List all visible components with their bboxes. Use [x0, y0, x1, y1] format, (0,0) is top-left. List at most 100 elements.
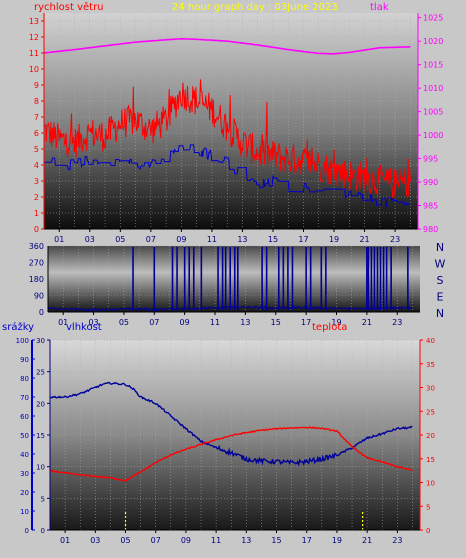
pressure-y-tick-label: 1000 — [423, 131, 443, 140]
temperature-y-tick-label: 40 — [426, 337, 435, 345]
pressure-y-tick-label: 985 — [423, 202, 438, 211]
temperature-y-tick-label: 10 — [426, 480, 435, 488]
wind-gust-line — [43, 79, 411, 199]
wind-x-tick-label: 03 — [85, 235, 95, 244]
wind-y-tick-label: 11 — [29, 49, 39, 58]
pressure-y-tick-label: 990 — [423, 178, 438, 187]
wind-pressure-panel: 01 03 05 07 09 11 13 15 17 19 21 230123456789101112… — [29, 13, 443, 244]
humidity-y-tick-label: 0 — [41, 527, 45, 535]
rain-y-tick-label: 40 — [20, 451, 29, 459]
humidity-x-tick-label: 09 — [181, 536, 191, 545]
wind-avg-line — [44, 144, 411, 208]
pressure-y-tick-label: 980 — [423, 225, 438, 234]
rain-y-tick-label: 100 — [16, 337, 29, 345]
direction-y-tick-label: 0 — [39, 308, 44, 317]
pressure-y-tick-label: 995 — [423, 155, 438, 164]
wind-x-tick-label: 05 — [115, 235, 125, 244]
wind-y-tick-label: 10 — [29, 65, 39, 74]
direction-x-tick-label: 03 — [88, 318, 98, 327]
rain-y-tick-label: 70 — [20, 394, 29, 402]
direction-x-tick-label: 13 — [240, 318, 250, 327]
humidity-y-tick-label: 20 — [36, 400, 45, 408]
temperature-y-tick-label: 25 — [426, 408, 435, 416]
direction-y-tick-label: 90 — [34, 292, 44, 301]
wind-y-tick-label: 1 — [34, 209, 39, 218]
humidity-axis-title: vlhkost — [66, 322, 102, 333]
humidity-x-tick-label: 23 — [392, 536, 402, 545]
rain-y-tick-label: 10 — [20, 508, 29, 516]
temperature-y-tick-label: 20 — [426, 432, 435, 440]
rain-y-tick-label: 20 — [20, 489, 29, 497]
humidity-series — [49, 381, 413, 530]
wind-x-tick-label: 21 — [359, 235, 369, 244]
humidity-x-tick-label: 01 — [60, 536, 70, 545]
rain-y-tick-label: 80 — [20, 375, 29, 383]
temperature-axis-title: teplota — [312, 322, 347, 333]
humidity-x-tick-label: 13 — [241, 536, 251, 545]
pressure-y-tick-label: 1025 — [423, 14, 443, 23]
direction-x-tick-label: 09 — [180, 318, 190, 327]
wind-x-tick-label: 23 — [390, 235, 400, 244]
wind-y-tick-label: 0 — [34, 225, 39, 234]
pressure-y-tick-label: 1010 — [423, 84, 443, 93]
wind-x-tick-label: 01 — [54, 235, 64, 244]
right-axis-title: tlak — [370, 2, 389, 13]
direction-x-tick-label: 21 — [362, 318, 372, 327]
humidity-y-tick-label: 15 — [36, 432, 45, 440]
direction-y-tick-label: 270 — [29, 259, 44, 268]
temperature-y-tick-label: 5 — [426, 503, 430, 511]
pressure-y-tick-label: 1015 — [423, 61, 443, 70]
humidity-x-tick-label: 17 — [302, 536, 312, 545]
humidity-temperature-panel: 01 03 05 07 09 11 13 15 17 19 21 230102030405060708… — [16, 337, 435, 545]
humidity-x-tick-label: 05 — [120, 536, 130, 545]
direction-x-tick-label: 19 — [331, 318, 341, 327]
humidity-x-tick-label: 21 — [362, 536, 372, 545]
wind-y-tick-label: 4 — [34, 161, 39, 170]
direction-x-tick-label: 17 — [301, 318, 311, 327]
humidity-x-tick-label: 15 — [271, 536, 281, 545]
wind-y-tick-label: 3 — [34, 177, 39, 186]
temperature-y-tick-label: 35 — [426, 361, 435, 369]
humidity-y-tick-label: 30 — [36, 337, 45, 345]
direction-y-tick-label: 180 — [29, 275, 44, 284]
humidity-axes: 01 03 05 07 09 11 13 15 17 19 21 230102030405060708… — [16, 337, 435, 545]
wind-x-tick-label: 07 — [146, 235, 156, 244]
rain-y-tick-label: 50 — [20, 432, 29, 440]
wind-axes: 01 03 05 07 09 11 13 15 17 19 21 230123456789101112… — [29, 13, 443, 244]
rain-y-tick-label: 60 — [20, 413, 29, 421]
wind-x-tick-label: 13 — [237, 235, 247, 244]
wind-y-tick-label: 6 — [34, 129, 39, 138]
rain-y-tick-label: 90 — [20, 356, 29, 364]
direction-axes: 01 03 05 07 09 11 13 15 17 19 21 23 0 N 90 W 180 S 270 E 360… — [29, 241, 446, 327]
direction-compass-label: W — [435, 258, 446, 271]
direction-x-tick-label: 11 — [210, 318, 220, 327]
direction-x-tick-label: 01 — [58, 318, 68, 327]
direction-compass-label: E — [437, 291, 444, 304]
direction-x-tick-label: 07 — [149, 318, 159, 327]
humidity-x-tick-label: 11 — [211, 536, 221, 545]
wind-y-tick-label: 8 — [34, 97, 39, 106]
wind-x-tick-label: 09 — [176, 235, 186, 244]
rain-y-tick-label: 0 — [25, 527, 29, 535]
wind-x-tick-label: 11 — [207, 235, 217, 244]
direction-panel: 01 03 05 07 09 11 13 15 17 19 21 23 0 N 90 W 180 S 270 E 360… — [29, 241, 446, 327]
temperature-y-tick-label: 15 — [426, 456, 435, 464]
wind-y-tick-label: 12 — [29, 33, 39, 42]
humidity-x-tick-label: 03 — [90, 536, 100, 545]
temperature-y-tick-label: 0 — [426, 527, 430, 535]
direction-x-tick-label: 23 — [392, 318, 402, 327]
direction-x-tick-label: 05 — [119, 318, 129, 327]
direction-compass-label: S — [437, 274, 444, 287]
wind-x-tick-label: 15 — [268, 235, 278, 244]
direction-compass-label: N — [436, 307, 444, 320]
wind-series — [43, 37, 411, 208]
direction-compass-label: N — [436, 241, 444, 254]
chart-title: 24 hour graph day : 03June 2023 — [172, 2, 338, 13]
humidity-y-tick-label: 25 — [36, 369, 45, 377]
wind-x-tick-label: 17 — [298, 235, 308, 244]
pressure-y-tick-label: 1020 — [423, 37, 443, 46]
humidity-x-tick-label: 07 — [151, 536, 161, 545]
wind-y-tick-label: 5 — [34, 145, 39, 154]
humidity-line — [49, 381, 413, 467]
